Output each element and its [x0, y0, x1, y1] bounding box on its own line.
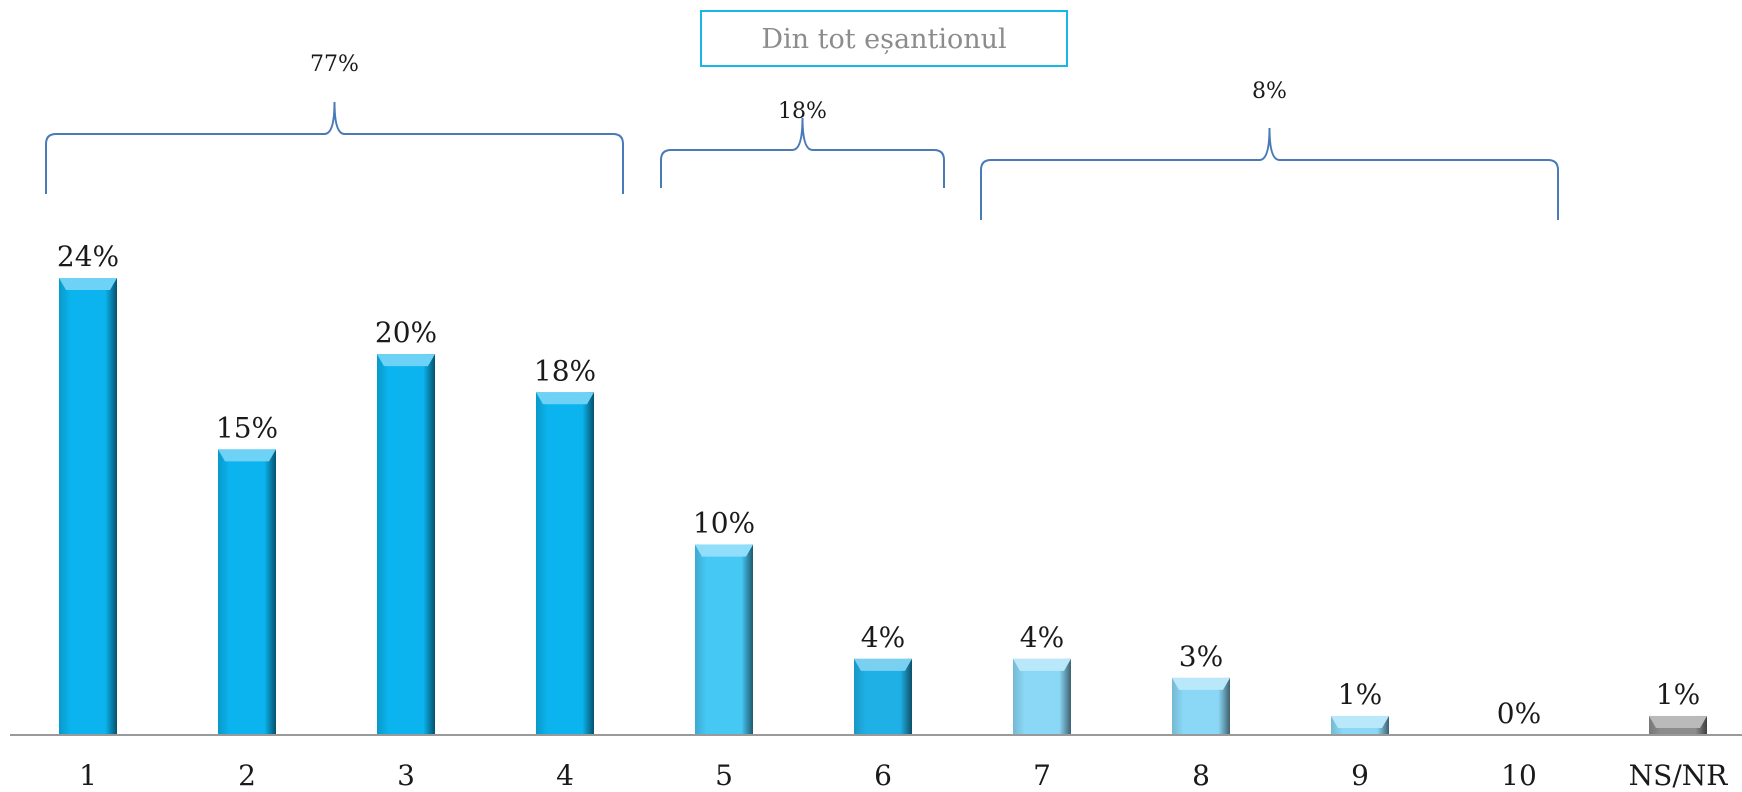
- group-bracket: [660, 117, 945, 188]
- bar: [854, 658, 912, 735]
- x-tick-label: 7: [1033, 759, 1051, 792]
- legend-box: Din tot eșantionul: [700, 10, 1068, 67]
- x-tick-label: 6: [874, 759, 892, 792]
- bar: [59, 278, 117, 735]
- bar-value-label: 3%: [1179, 640, 1223, 673]
- bar: [377, 354, 435, 735]
- bar-top-bevel: [59, 278, 117, 290]
- bar-value-label: 4%: [1020, 621, 1064, 654]
- bar-value-label: 15%: [216, 411, 278, 444]
- group-brackets: 77% 18% 8%: [45, 52, 1559, 220]
- bar: [695, 544, 753, 735]
- x-tick-label: 10: [1501, 759, 1537, 792]
- bar-value-label: 1%: [1656, 678, 1700, 711]
- group-total-label: 8%: [1252, 79, 1287, 104]
- bar-top-bevel: [695, 544, 753, 557]
- bar-top-bevel: [854, 658, 912, 671]
- x-tick-label: 1: [79, 759, 97, 792]
- group-bracket: [980, 127, 1559, 220]
- x-tick-label: 5: [715, 759, 733, 792]
- bar-value-label: 1%: [1338, 678, 1382, 711]
- group-total-label: 18%: [778, 99, 827, 124]
- bar-top-bevel: [1331, 715, 1389, 728]
- x-tick-label: 8: [1192, 759, 1210, 792]
- x-tick-label: 2: [238, 759, 256, 792]
- bar-top-bevel: [1013, 658, 1071, 671]
- bar: [218, 449, 276, 735]
- bar-value-label: 4%: [861, 621, 905, 654]
- x-tick-labels: 1 2 3 4 5 6 7 8 9 10 NS/NR: [79, 759, 1728, 792]
- bar-value-label: 18%: [534, 354, 596, 387]
- x-tick-label: 9: [1351, 759, 1369, 792]
- bar: [536, 392, 594, 735]
- legend-text: Din tot eșantionul: [761, 24, 1006, 55]
- group-total-label: 77%: [310, 52, 359, 77]
- bar: [1013, 658, 1071, 735]
- x-tick-label: 4: [556, 759, 574, 792]
- bar-value-label: 20%: [375, 316, 437, 349]
- bar-top-bevel: [1649, 715, 1707, 728]
- bar-value-label: 10%: [693, 507, 755, 540]
- bar-value-label: 24%: [57, 240, 119, 273]
- bar-value-label: 0%: [1497, 697, 1541, 730]
- group-bracket: [45, 101, 624, 194]
- x-tick-label: NS/NR: [1629, 759, 1729, 792]
- bar-top-bevel: [536, 392, 594, 405]
- bar-top-bevel: [218, 449, 276, 462]
- bar-top-bevel: [377, 354, 435, 367]
- x-tick-label: 3: [397, 759, 415, 792]
- bars: 24% 15% 20% 18% 10% 4% 4% 3% 1% 0% 1%: [57, 240, 1707, 735]
- bar-top-bevel: [1172, 677, 1230, 690]
